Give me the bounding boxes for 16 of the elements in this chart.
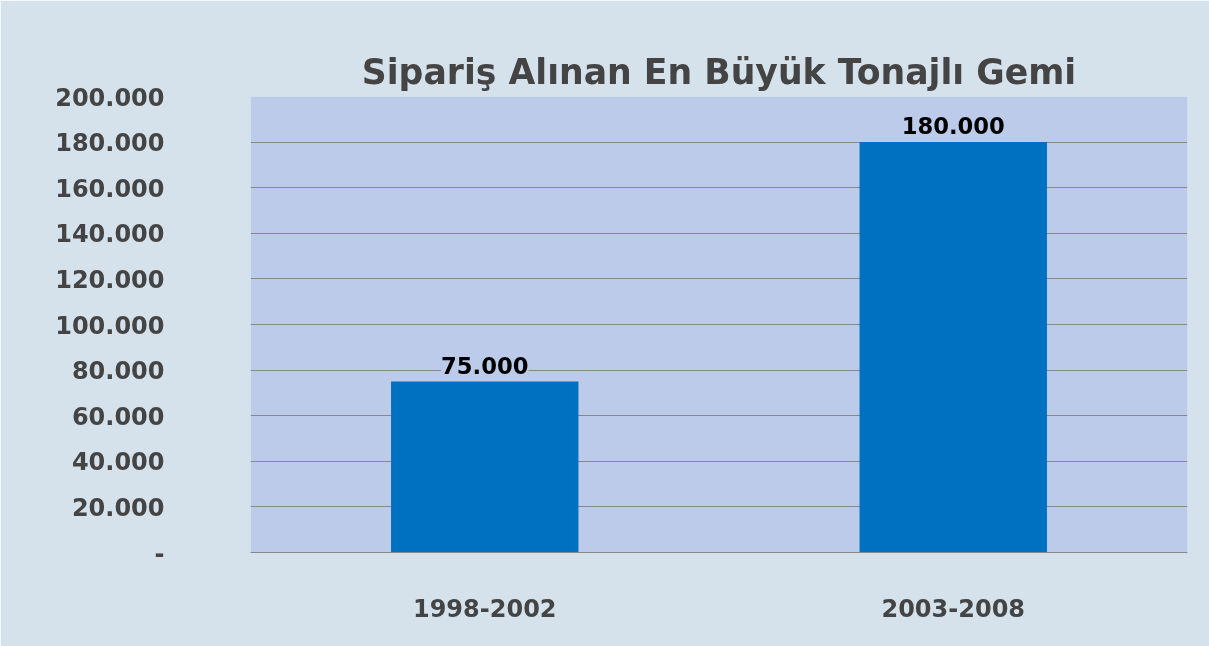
chart-title: Sipariş Alınan En Büyük Tonajlı Gemi [361, 51, 1077, 92]
data-label: 75.000 [441, 352, 529, 379]
y-tick-label: 140.000 [55, 220, 165, 249]
data-label: 180.000 [901, 113, 1005, 140]
y-tick-label: 180.000 [55, 129, 165, 158]
y-tick-label: 160.000 [55, 174, 165, 203]
y-tick-label: 20.000 [71, 493, 165, 522]
y-tick-label: - [154, 539, 165, 568]
y-tick-label: 40.000 [71, 448, 165, 477]
y-tick-label: 200.000 [55, 83, 165, 112]
y-tick-label: 80.000 [71, 357, 165, 386]
y-tick-label: 60.000 [71, 402, 165, 431]
x-tick-label: 1998-2002 [412, 594, 557, 623]
y-tick-label: 120.000 [55, 265, 165, 294]
y-tick-label: 100.000 [55, 311, 165, 340]
x-tick-label: 2003-2008 [881, 594, 1026, 623]
